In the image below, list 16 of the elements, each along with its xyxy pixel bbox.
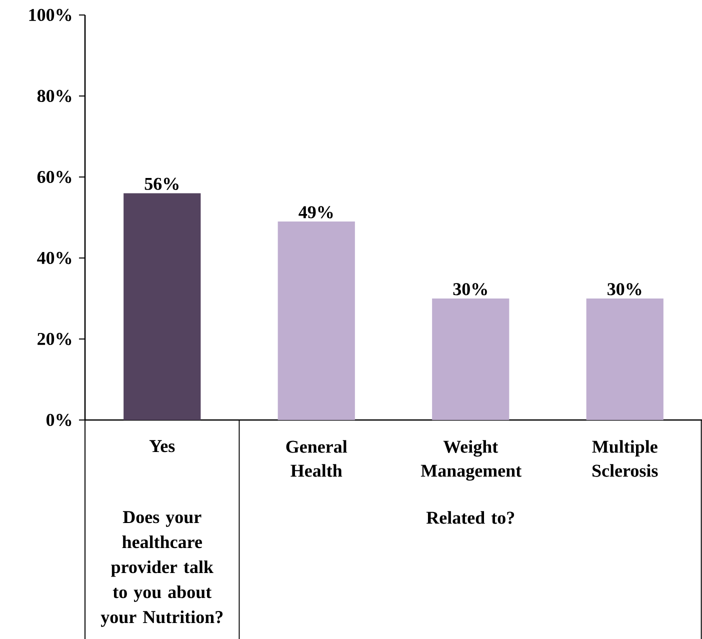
y-tick-label: 80% — [37, 90, 72, 102]
y-tick-label: 20% — [38, 332, 72, 346]
text: Related to? — [426, 511, 514, 524]
x-tick-label: Multiple Sclerosis — [592, 440, 658, 477]
x-tick-label: Yes — [149, 440, 175, 452]
x-tick-label: General Health — [286, 440, 348, 477]
y-tick-label: 40% — [37, 252, 72, 264]
y-tick-label: 100% — [29, 8, 72, 22]
data-label: 30% — [453, 283, 487, 296]
y-tick-label: 0% — [46, 414, 72, 426]
y-tick-label: 60% — [37, 170, 72, 184]
x-tick-label: Weight Management — [420, 440, 522, 481]
data-label: 49% — [298, 206, 333, 218]
text: Does your healthcare provider talk to you about your Nutrition? — [100, 511, 223, 627]
data-label: 56% — [144, 178, 178, 190]
data-label: 30% — [608, 283, 642, 296]
